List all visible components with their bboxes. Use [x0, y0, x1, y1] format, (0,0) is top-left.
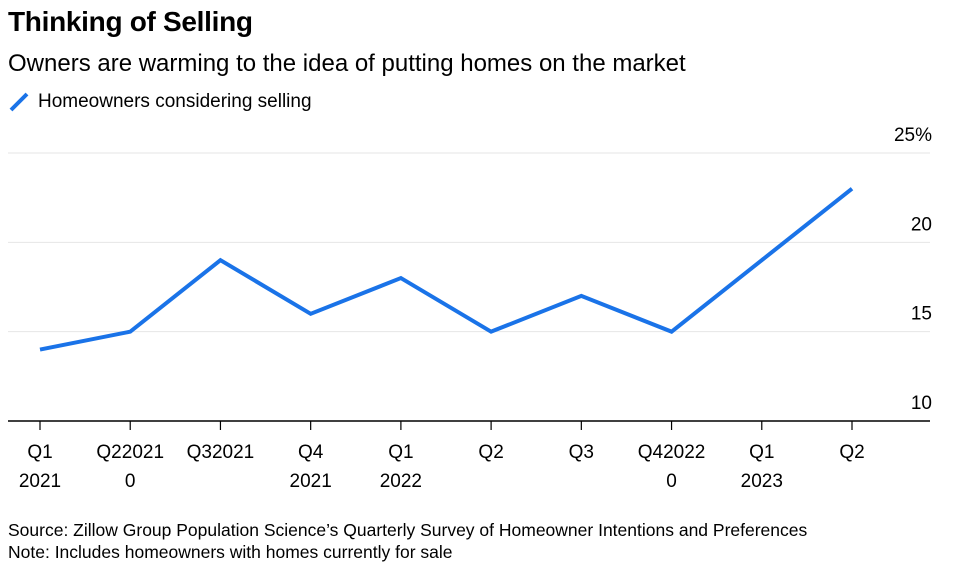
x-tick-label: Q3 [569, 442, 594, 463]
x-tick-label: Q32021 [187, 442, 255, 463]
x-tick-label: 0 [125, 471, 136, 492]
y-tick-label: 15 [911, 304, 932, 325]
x-tick-label: Q22021 [96, 442, 164, 463]
footnote: Note: Includes homeowners with homes cur… [8, 542, 453, 562]
x-tick-label: Q42022 [638, 442, 706, 463]
x-tick-label: Q1 [27, 442, 52, 463]
series-line-homeowners-considering-selling [39, 187, 854, 352]
y-tick-label: 10 [911, 393, 932, 414]
line-chart: 25% 20 15 10 Q1 2021 Q22021 0 Q32021 Q4 2021 Q1 202… [8, 125, 932, 492]
chart-title: Thinking of Selling [8, 6, 253, 37]
x-tick-label: 2021 [290, 471, 332, 492]
source-note: Source: Zillow Group Population Science’… [8, 520, 808, 540]
x-axis-ticks: Q1 2021 Q22021 0 Q32021 Q4 2021 Q1 2022 Q2 Q3 Q4202… [19, 421, 865, 492]
x-tick-label: Q1 [388, 442, 413, 463]
x-tick-label: Q1 [749, 442, 774, 463]
x-tick-label: Q4 [298, 442, 324, 463]
chart-footer: Source: Zillow Group Population Science’… [8, 519, 807, 563]
x-tick-label: 2021 [19, 471, 61, 492]
grid-lines [8, 152, 930, 333]
x-tick-label: 0 [666, 471, 677, 492]
x-tick-label: 2023 [741, 471, 783, 492]
y-tick-label: 25% [894, 125, 932, 146]
legend-label: Homeowners considering selling [38, 91, 312, 112]
x-tick-label: Q2 [839, 442, 864, 463]
chart-subtitle: Owners are warming to the idea of puttin… [8, 50, 686, 77]
x-tick-label: Q2 [478, 442, 503, 463]
legend: Homeowners considering selling [8, 91, 312, 113]
series [39, 187, 854, 352]
x-tick-label: 2022 [380, 471, 422, 492]
legend-swatch [9, 92, 29, 112]
y-axis-ticks: 25% 20 15 10 [894, 125, 932, 414]
y-tick-label: 20 [911, 214, 932, 235]
